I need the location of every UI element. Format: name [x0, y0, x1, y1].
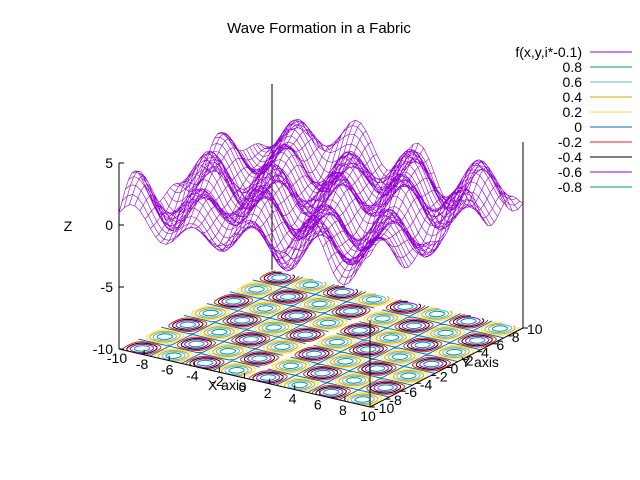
- surface-wireframe: [118, 119, 524, 286]
- y-tick-label-10: 10: [527, 321, 543, 337]
- legend-label-7: -0.4: [558, 149, 582, 165]
- base-plane-fill: [119, 270, 523, 407]
- legend-label-3: 0.4: [563, 89, 583, 105]
- x-tick-label-1: -8: [136, 356, 149, 372]
- legend-label-9: -0.8: [558, 179, 582, 195]
- x-tick-label-3: -4: [186, 367, 199, 383]
- legend-label-4: 0.2: [563, 104, 583, 120]
- x-tick-label-7: 4: [289, 391, 297, 407]
- y-tick-label-7: 4: [481, 345, 489, 361]
- z-axis-label: Z: [64, 218, 73, 234]
- legend-label-8: -0.6: [558, 164, 582, 180]
- x-tick-label-2: -6: [161, 362, 174, 378]
- legend-label-2: 0.6: [563, 74, 583, 90]
- z-tick-label-3: -10: [93, 341, 113, 357]
- y-tick-label-8: 6: [496, 337, 504, 353]
- chart-title: Wave Formation in a Fabric: [227, 20, 411, 37]
- legend-label-5: 0: [574, 119, 582, 135]
- y-tick-label-9: 8: [512, 329, 520, 345]
- contour-level-4: [138, 276, 504, 401]
- y-tick-label-5: 0: [451, 361, 459, 377]
- surface-mesh: [118, 119, 524, 286]
- y-tick-label-4: -2: [435, 368, 448, 384]
- x-tick-label-6: 2: [264, 385, 272, 401]
- contour-level-1: [152, 280, 513, 405]
- legend-label-6: -0.2: [558, 134, 582, 150]
- y-tick-label-6: 2: [466, 353, 474, 369]
- x-tick-label-10: 10: [360, 408, 376, 424]
- z-tick-label-0: 5: [105, 155, 113, 171]
- tick-labels: -10 -8 -6 -4 -2 0 2 4 6 8 10-10-8 -6 -4 -2 0 2 4 6 8 1050-5…: [93, 155, 543, 424]
- y-tick-label-3: -4: [420, 376, 433, 392]
- base-plane: [119, 270, 523, 407]
- x-tick-label-8: 6: [314, 396, 322, 412]
- x-tick-label-4: -2: [211, 373, 224, 389]
- y-tick-label-2: -6: [405, 384, 418, 400]
- y-tick-label-1: -8: [389, 392, 402, 408]
- contour-level-0: [156, 281, 509, 403]
- contour-lines: [122, 270, 520, 407]
- z-tick-label-2: -5: [101, 279, 114, 295]
- legend-label-0: f(x,y,i*-0.1): [515, 44, 582, 60]
- contour-level-2: [149, 278, 516, 406]
- legend-label-1: 0.8: [563, 59, 583, 75]
- contour-level-6: [126, 271, 493, 399]
- x-tick-label-0: -10: [107, 350, 127, 366]
- legend: f(x,y,i*-0.1)0.80.60.40.20-0.2-0.4-0.6-0…: [515, 44, 632, 195]
- y-axis-label: Y axis: [461, 354, 499, 370]
- y-tick-label-0: -10: [374, 400, 394, 416]
- x-tick-label-9: 8: [339, 402, 347, 418]
- x-axis-label: X axis: [208, 377, 246, 393]
- contour-level-8: [133, 274, 486, 396]
- contour-level-3: [145, 277, 520, 407]
- z-tick-label-1: 0: [105, 217, 113, 233]
- x-tick-label-5: 0: [239, 379, 247, 395]
